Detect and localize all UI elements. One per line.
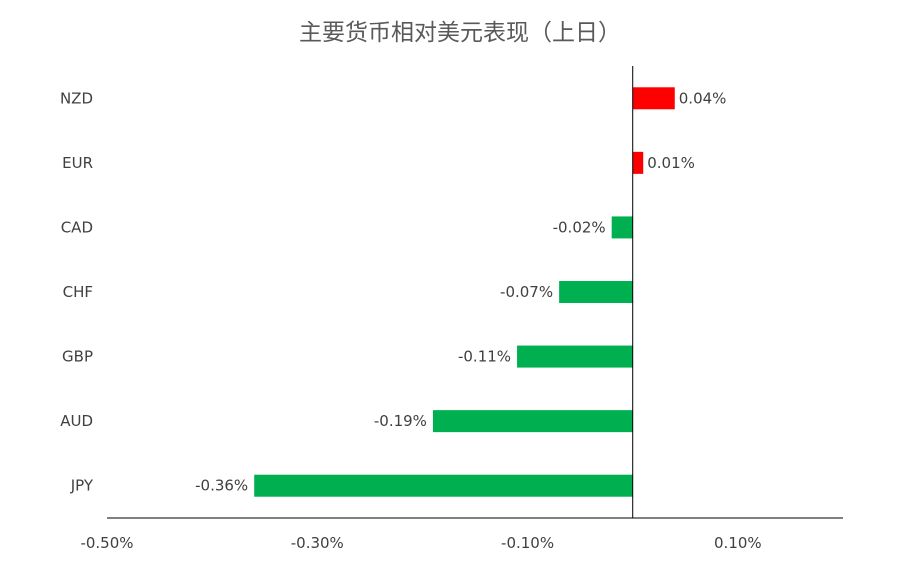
category-label-jpy: JPY	[70, 477, 94, 495]
x-tick-label: -0.30%	[291, 534, 344, 552]
bar-aud	[432, 410, 633, 433]
labels-layer: NZD 0.04% EUR 0.01% CAD -0.02% CHF -0.07% GBP -0.…	[60, 89, 726, 494]
category-label-nzd: NZD	[60, 89, 93, 107]
x-tick-label: 0.10%	[714, 534, 762, 552]
bar-cad	[611, 216, 633, 239]
category-label-eur: EUR	[62, 154, 93, 172]
data-label-chf: -0.07%	[500, 283, 553, 301]
data-label-jpy: -0.36%	[195, 477, 248, 495]
bar-nzd	[632, 87, 675, 110]
bar-chf	[559, 281, 633, 303]
category-label-gbp: GBP	[62, 348, 93, 366]
bar-gbp	[517, 345, 633, 368]
category-label-aud: AUD	[60, 412, 93, 430]
bar-jpy	[254, 474, 633, 497]
bars-layer	[254, 87, 675, 497]
data-label-aud: -0.19%	[374, 412, 427, 430]
category-label-chf: CHF	[63, 283, 93, 301]
data-label-gbp: -0.11%	[458, 348, 511, 366]
data-label-cad: -0.02%	[553, 218, 606, 236]
data-label-eur: 0.01%	[647, 154, 695, 172]
x-tick-label: -0.50%	[80, 534, 133, 552]
x-tick-label: -0.10%	[501, 534, 554, 552]
bar-eur	[632, 151, 644, 174]
chart-title: 主要货币相对美元表现（上日）	[299, 20, 621, 46]
data-label-nzd: 0.04%	[679, 89, 727, 107]
category-label-cad: CAD	[61, 218, 93, 236]
axis-layer: -0.50% -0.30% -0.10% 0.10%	[80, 66, 843, 552]
